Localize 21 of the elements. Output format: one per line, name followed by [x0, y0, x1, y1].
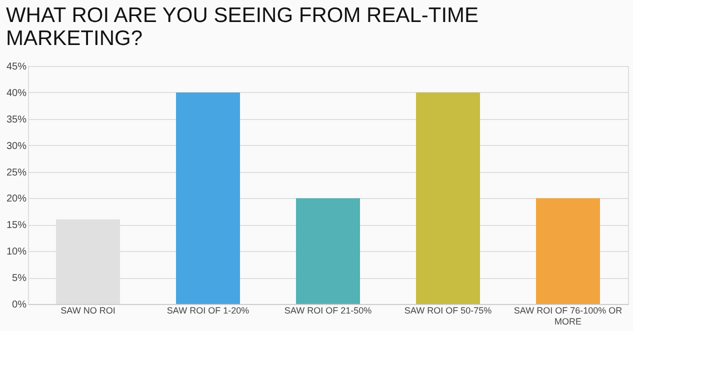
- x-tick-label: SAW NO ROI: [60, 306, 116, 316]
- bar: [296, 198, 360, 304]
- bar: [176, 92, 240, 304]
- y-tick-label: 0%: [12, 300, 27, 310]
- y-tick-label: 25%: [6, 167, 27, 178]
- y-tick-label: 10%: [6, 246, 27, 258]
- y-tick-label: 40%: [6, 88, 27, 99]
- text: WHAT ROI ARE YOU SEEING FROM REAL-TIME: [6, 4, 479, 27]
- x-tick-label: SAW ROI OF 1-20%: [166, 306, 250, 316]
- bar: [536, 198, 600, 304]
- y-tick-label: 45%: [6, 62, 27, 72]
- x-tick-label: SAW ROI OF 21-50%: [284, 306, 372, 316]
- text: MARKETING?: [6, 27, 143, 50]
- bar: [416, 92, 480, 304]
- y-tick-label: 5%: [12, 273, 27, 284]
- x-tick-label: SAW ROI OF 50-75%: [404, 306, 492, 316]
- y-tick-label: 35%: [6, 114, 27, 126]
- x-tick-label: SAW ROI OF 76-100% OR MORE: [514, 306, 623, 326]
- y-tick-label: 20%: [6, 194, 27, 205]
- y-tick-label: 15%: [6, 220, 27, 232]
- y-tick-label: 30%: [6, 140, 27, 152]
